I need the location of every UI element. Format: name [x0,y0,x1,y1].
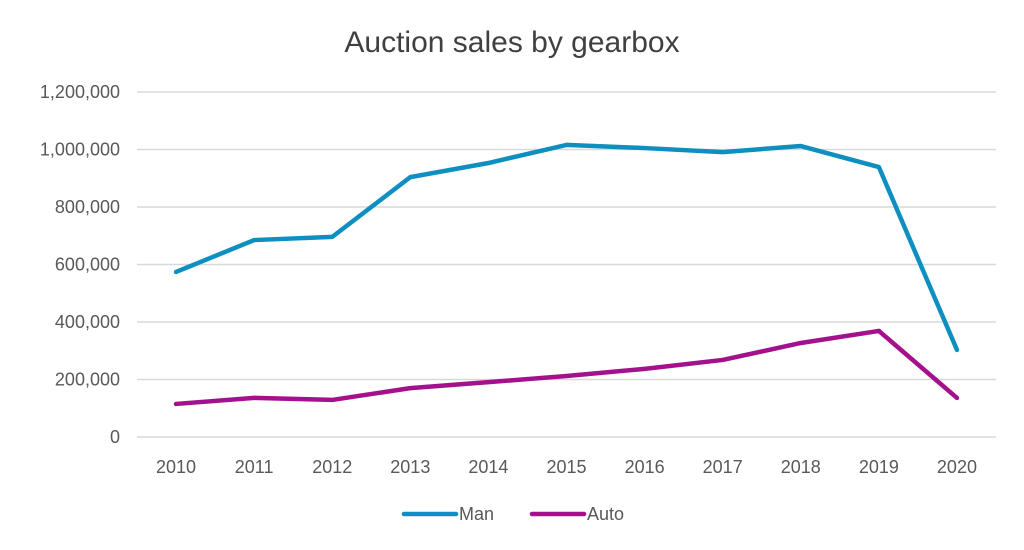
x-tick-label: 2017 [703,457,743,477]
y-tick-label: 200,000 [55,370,120,390]
data-point [174,269,179,274]
y-tick-label: 400,000 [55,312,120,332]
chart-title: Auction sales by gearbox [344,26,679,59]
data-point [642,366,647,371]
x-tick-label: 2010 [156,457,196,477]
data-point [798,340,803,345]
x-tick-label: 2016 [625,457,665,477]
series-auto [173,328,960,407]
data-point [876,165,881,170]
legend: Man Auto [401,504,624,524]
data-point [252,395,257,400]
y-tick-label: 1,200,000 [40,82,120,102]
x-tick-label: 2020 [937,457,977,477]
data-point [642,146,647,151]
x-tick-label: 2013 [390,457,430,477]
data-point [720,150,725,155]
y-tick-label: 600,000 [55,255,120,275]
y-tick-label: 1,000,000 [40,140,120,160]
data-point [564,374,569,379]
series [173,142,960,407]
legend-item-man: Man [401,504,494,524]
gridlines [137,91,996,438]
data-point [720,357,725,362]
data-point [252,238,257,243]
y-axis: 0 200,000 400,000 600,000 800,000 1,000,000 1,… [40,82,120,447]
x-tick-label: 2018 [781,457,821,477]
data-point [330,397,335,402]
y-tick-label: 800,000 [55,197,120,217]
data-point [876,328,881,333]
x-tick-label: 2012 [312,457,352,477]
x-axis: 2010 2011 2012 2013 2014 2015 2016 2017 2018 2019… [156,457,977,477]
data-point [954,347,959,352]
legend-label: Man [459,504,494,524]
data-point [486,161,491,166]
data-point [174,401,179,406]
series-line-man [173,142,960,353]
data-point [954,395,959,400]
x-tick-label: 2011 [235,457,274,477]
data-point [798,144,803,149]
x-tick-label: 2019 [859,457,899,477]
x-tick-label: 2014 [468,457,508,477]
x-tick-label: 2015 [546,457,586,477]
data-point [408,386,413,391]
legend-label: Auto [587,504,624,524]
series-man [173,142,960,353]
data-point [564,142,569,147]
y-tick-label: 0 [110,427,120,447]
data-point [486,380,491,385]
series-line-auto [173,328,960,407]
data-point [408,175,413,180]
data-point [330,234,335,239]
legend-item-auto: Auto [529,504,624,524]
